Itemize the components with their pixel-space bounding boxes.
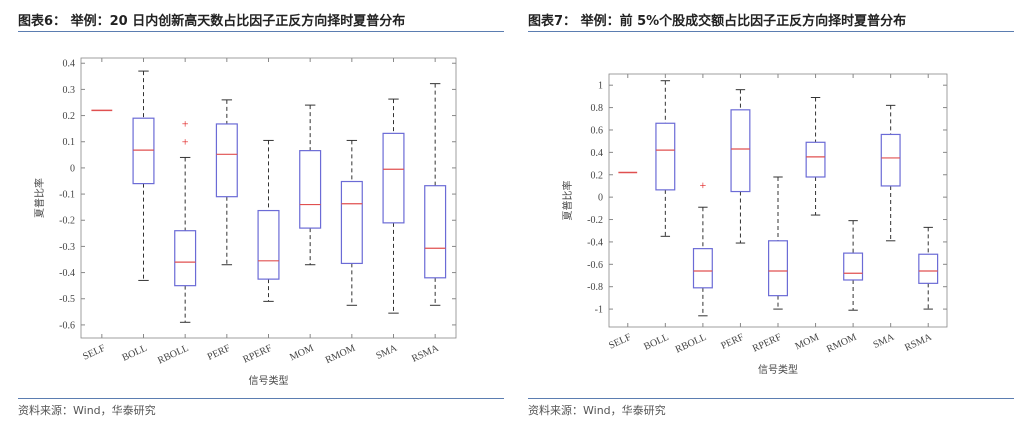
x-tick-label: RSMA (903, 331, 934, 353)
x-tick-label: RMOM (324, 343, 357, 366)
chart-title: 图表6： 举例：20 日内创新高天数占比因子正反方向择时夏普分布 (18, 14, 406, 29)
x-tick-label: RPERF (751, 332, 784, 355)
chart-panel-1: 图表6： 举例：20 日内创新高天数占比因子正反方向择时夏普分布 0.4 0.3 0… (18, 0, 504, 423)
box (424, 185, 447, 279)
y-tick-label: 0.2 (591, 170, 604, 181)
y-tick-label: 0.8 (591, 103, 604, 114)
y-tick-label: -0.6 (59, 320, 75, 331)
x-tick-label: SMA (872, 331, 897, 350)
x-tick-label: SMA (374, 342, 399, 361)
divider (18, 398, 504, 399)
chart-title: 图表7： 举例：前 5%个股成交额占比因子正反方向择时夏普分布 (528, 14, 907, 29)
x-tick-label: RBOLL (674, 332, 708, 356)
box (655, 122, 676, 191)
box (805, 141, 826, 178)
y-tick-label: -0.6 (587, 260, 603, 271)
box (843, 252, 864, 281)
y-tick-label: -0.2 (59, 216, 75, 227)
outlier-marker: + (182, 116, 189, 130)
y-tick-label: 0.4 (63, 59, 76, 70)
y-tick-label: 0.4 (591, 148, 604, 159)
box (918, 253, 939, 284)
y-tick-label: -0.8 (587, 282, 603, 293)
box (299, 150, 322, 229)
box (768, 240, 788, 297)
x-tick-label: SELF (81, 343, 107, 363)
y-tick-label: 0.3 (63, 85, 76, 96)
x-tick-label: RPERF (241, 343, 274, 366)
y-tick-label: 0.1 (63, 137, 76, 148)
box (174, 230, 197, 287)
box (880, 133, 901, 187)
y-tick-label: -0.1 (59, 190, 75, 201)
y-tick-label: 0.2 (63, 111, 76, 122)
y-tick-label: 0.6 (591, 125, 604, 136)
y-tick-label: -0.4 (587, 237, 603, 248)
box (340, 180, 363, 265)
divider (528, 398, 1014, 399)
y-tick-label: 1 (598, 81, 603, 92)
x-tick-label: SELF (607, 332, 633, 352)
y-axis-label: 夏普比率 (33, 178, 46, 218)
box (257, 209, 280, 280)
outlier-marker: + (699, 178, 706, 192)
x-axis-label: 信号类型 (249, 374, 289, 387)
y-tick-label: 0 (598, 193, 603, 204)
source-note: 资料来源：Wind，华泰研究 (528, 404, 666, 417)
y-axis-label: 夏普比率 (561, 181, 574, 221)
chart-panel-2: 图表7： 举例：前 5%个股成交额占比因子正反方向择时夏普分布 1 0.8 0.6 0… (528, 0, 1014, 423)
y-tick-label: -0.4 (59, 268, 75, 279)
source-note: 资料来源：Wind，华泰研究 (18, 404, 156, 417)
y-tick-label: -0.5 (59, 294, 75, 305)
x-tick-label: RBOLL (156, 343, 190, 367)
boxplot-chart: 1 0.8 0.6 0.4 0.2 0 -0.2 -0.4 -0.6 -0.8 -1 SELF BOLL… (561, 73, 948, 376)
x-tick-label: MOM (794, 332, 821, 353)
y-tick-label: 0 (70, 163, 75, 174)
x-axis-label: 信号类型 (758, 363, 798, 376)
x-tick-label: MOM (288, 343, 315, 364)
x-tick-label: RMOM (825, 332, 858, 355)
box (132, 117, 155, 185)
y-tick-label: -1 (595, 305, 603, 316)
outlier-marker: + (182, 135, 189, 149)
box (730, 109, 751, 193)
box (692, 248, 713, 289)
boxplot-chart: 0.4 0.3 0.2 0.1 0 -0.1 -0.2 -0.3 -0.4 -0.5 -0.6 SEL… (33, 57, 457, 387)
y-tick-label: -0.3 (59, 242, 75, 253)
divider (18, 31, 504, 32)
x-tick-label: BOLL (120, 343, 148, 364)
box (382, 132, 405, 224)
x-tick-label: PERF (719, 332, 746, 352)
x-tick-label: PERF (206, 343, 233, 363)
box (215, 123, 238, 198)
x-tick-label: RSMA (410, 342, 441, 364)
divider (528, 31, 1014, 32)
x-tick-label: BOLL (642, 332, 670, 353)
y-tick-label: -0.2 (587, 215, 603, 226)
